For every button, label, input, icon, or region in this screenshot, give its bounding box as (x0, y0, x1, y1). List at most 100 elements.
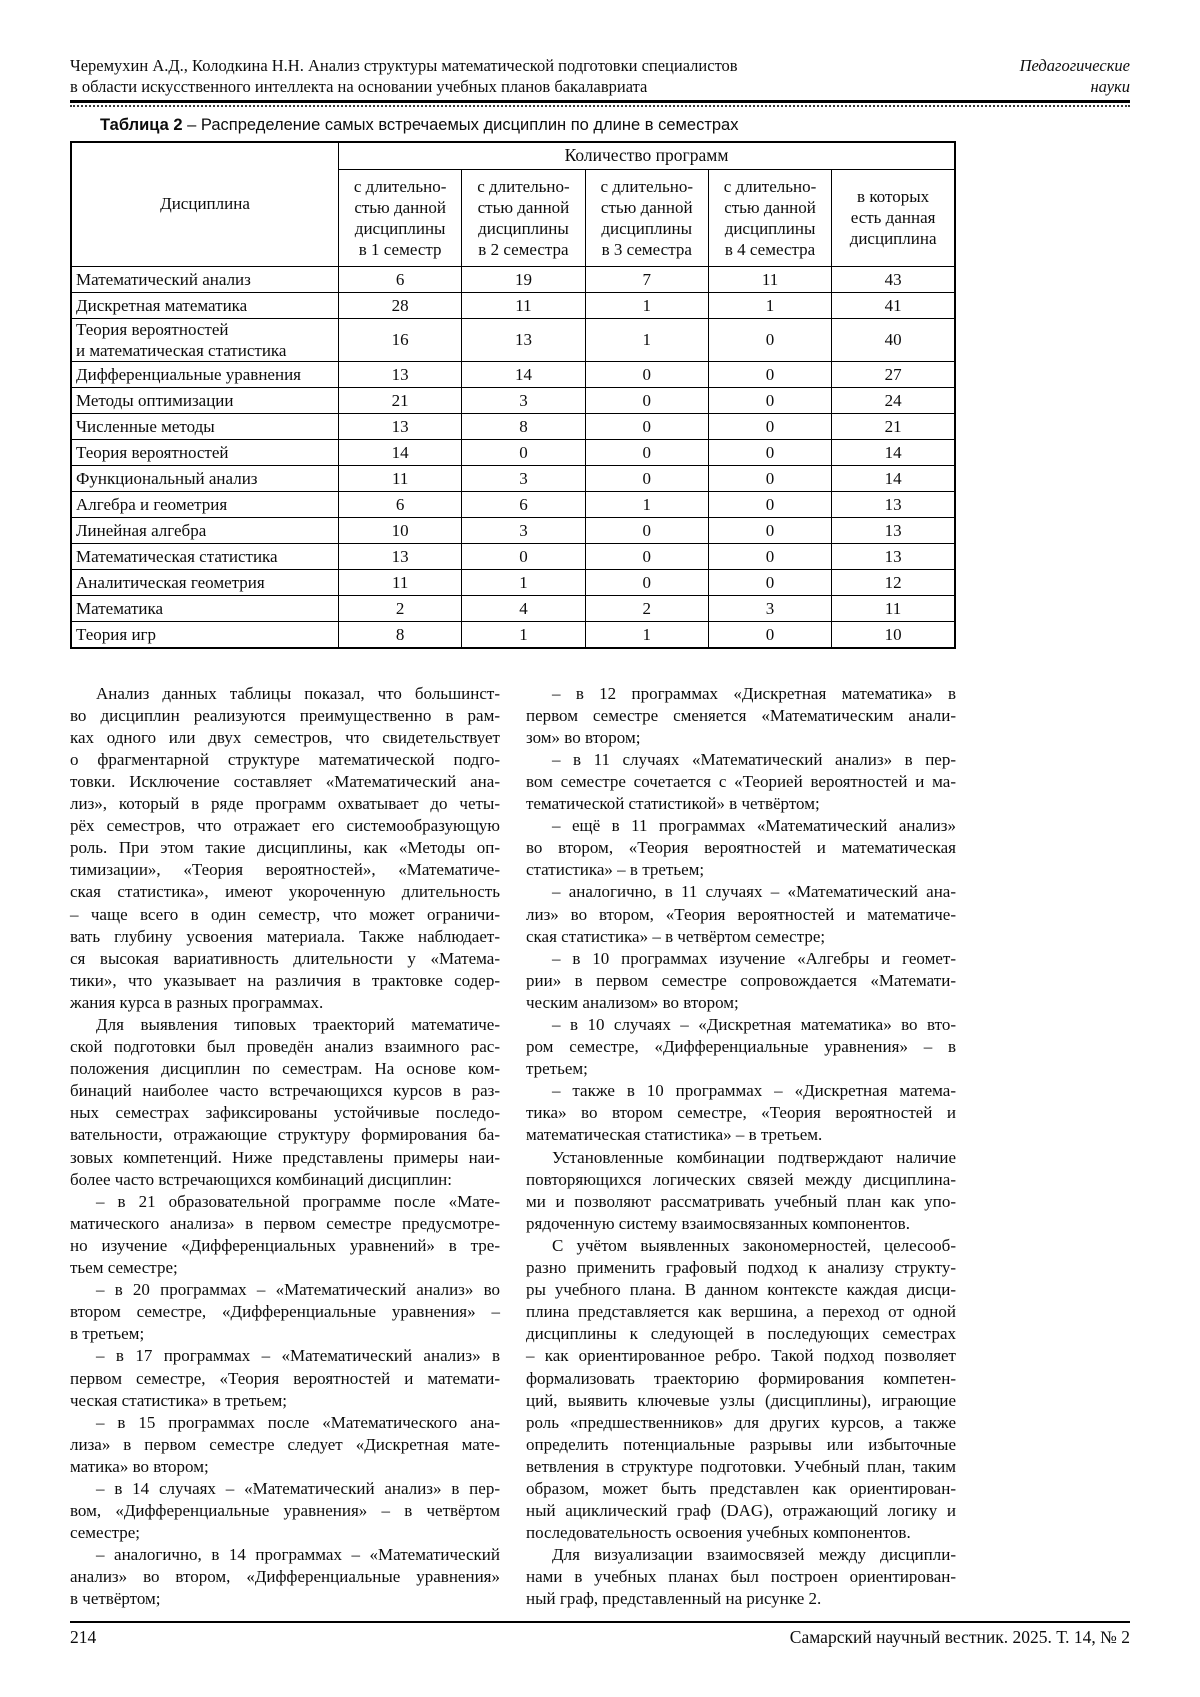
body-line: формализовать траекторию формирования ко… (526, 1368, 956, 1388)
body-line: ской подготовки был проведён анализ взаи… (70, 1037, 500, 1057)
value-cell: 11 (831, 594, 956, 622)
body-paragraph: Анализ данных таблицы показал, что больш… (70, 683, 500, 1014)
value-cell: 11 (461, 291, 586, 319)
body-line: – также в 10 программах – «Дискретная ма… (552, 1081, 956, 1101)
value-cell: 40 (831, 317, 956, 362)
section-name-line1: Педагогические (1019, 56, 1130, 75)
body-line: ром семестре, «Дифференциальные уравнени… (526, 1037, 956, 1057)
body-line: анализ» во втором, «Дифференциальные ура… (70, 1567, 500, 1587)
discipline-cell: Математическая статистика (70, 542, 339, 570)
value-cell: 0 (584, 386, 709, 414)
body-line: во дисциплин реализуются преимущественно… (70, 705, 500, 725)
discipline-cell: Теория вероятностей (70, 438, 339, 466)
body-line: ская статистика», имеют укороченную длит… (70, 882, 500, 902)
body-line: товки. Исключение составляет «Математиче… (70, 771, 500, 791)
body-line: ская статистика» – в четвёртом семестре; (526, 926, 826, 946)
value-cell: 10 (337, 516, 463, 544)
body-line: более часто встречающихся комбинаций дис… (70, 1169, 452, 1189)
section-name-line2: науки (1090, 77, 1130, 96)
value-cell: 28 (337, 291, 463, 319)
body-line: – в 11 случаях «Математический анализ» в… (552, 749, 956, 769)
body-line: повторяющихся логических связей между ди… (526, 1169, 956, 1189)
body-line: зовых компетенций. Ниже представлены при… (70, 1147, 500, 1167)
body-line: но изучение «Дифференциальных уравнений»… (70, 1235, 500, 1255)
body-line: математическая статистика» – в третьем. (526, 1125, 823, 1145)
body-line: первом семестре, «Теория вероятностей и … (70, 1368, 500, 1388)
body-line: рёх семестров, что отражает его системоо… (70, 816, 500, 836)
table-body: Математический анализ 6 19 7 11 43 Дискретная … (70, 265, 956, 649)
body-paragraph: – в 17 программах – «Математический анал… (70, 1345, 500, 1411)
body-paragraph: С учётом выявленных закономерностей, цел… (526, 1235, 956, 1544)
body-paragraph: – в 14 случаях – «Математический анализ»… (70, 1478, 500, 1544)
body-line: матика» во втором; (70, 1456, 209, 1476)
table-header-row-2: с длительно- стью данной дисциплины в 1 … (71, 168, 956, 267)
body-paragraph: – в 12 программах «Дискретная математика… (526, 683, 956, 749)
value-cell: 0 (707, 360, 833, 388)
body-line: рии» в первом семестре сопровождается «М… (526, 970, 956, 990)
header-rule-dotted (70, 104, 1130, 107)
value-cell: 41 (831, 291, 956, 319)
body-line: третьем; (526, 1059, 588, 1079)
value-cell: 0 (584, 568, 709, 596)
value-cell: 0 (707, 438, 833, 466)
subheader-semester-1: с длительно- стью данной дисциплины в 1 … (337, 168, 463, 267)
body-line: – в 15 программах после «Математического… (96, 1412, 500, 1432)
body-paragraph: – аналогично, в 14 программах – «Математ… (70, 1544, 500, 1610)
value-cell: 14 (831, 464, 956, 492)
value-cell: 1 (584, 291, 709, 319)
body-paragraph: – в 10 случаях – «Дискретная математика»… (526, 1014, 956, 1080)
body-line: С учётом выявленных закономерностей, цел… (552, 1235, 956, 1255)
value-cell: 14 (337, 438, 463, 466)
body-paragraph: – в 15 программах после «Математического… (70, 1412, 500, 1478)
value-cell: 13 (337, 412, 463, 440)
value-cell: 3 (461, 386, 586, 414)
body-paragraph: – в 10 программах изучение «Алгебры и ге… (526, 948, 956, 1014)
value-cell: 11 (707, 265, 833, 293)
discipline-cell: Математика (70, 594, 339, 622)
discipline-cell: Аналитическая геометрия (70, 568, 339, 596)
page-number: 214 (70, 1627, 97, 1648)
value-cell: 1 (584, 620, 709, 649)
value-cell: 0 (707, 464, 833, 492)
value-cell: 6 (337, 490, 463, 518)
body-line: – аналогично, в 11 случаях – «Математиче… (552, 882, 956, 902)
value-cell: 0 (461, 542, 586, 570)
body-line: лиз» во втором, «Теория вероятностей и м… (526, 904, 956, 924)
body-line: о фрагментарной структуре математической… (70, 749, 500, 769)
table-row: Теория игр 8 1 1 0 10 (70, 620, 956, 649)
value-cell: 1 (584, 490, 709, 518)
value-cell: 4 (461, 594, 586, 622)
footer-rule (70, 1620, 1130, 1624)
body-line: вательности, отражающие структуру формир… (70, 1125, 500, 1145)
discipline-cell: Функциональный анализ (70, 464, 339, 492)
value-cell: 13 (831, 542, 956, 570)
value-cell: 13 (831, 490, 956, 518)
body-line: Для визуализации взаимосвязей между дисц… (552, 1545, 956, 1565)
table-row: Математический анализ 6 19 7 11 43 (70, 265, 956, 293)
body-line: тимизации», «Теория вероятностей», «Мате… (70, 860, 500, 880)
body-line: ный ациклический граф (DAG), отражающий … (526, 1501, 956, 1521)
value-cell: 3 (461, 464, 586, 492)
body-line: ческая статистика» в третьем; (70, 1390, 288, 1410)
discipline-column-header: Дисциплина (70, 141, 339, 267)
journal-footer-line: Самарский научный вестник. 2025. Т. 14, … (789, 1627, 1130, 1648)
body-line: образом, может быть представлен как орие… (526, 1478, 956, 1498)
body-line: роль «предшественников» для других курсо… (526, 1412, 956, 1432)
value-cell: 8 (337, 620, 463, 649)
body-line: зом» во втором; (526, 727, 641, 747)
subheader-semester-4: с длительно- стью данной дисциплины в 4 … (707, 168, 833, 267)
body-line: Установленные комбинации подтверждают на… (552, 1147, 956, 1167)
value-cell: 1 (584, 317, 709, 362)
value-cell: 11 (337, 568, 463, 596)
body-line: семестре; (70, 1523, 140, 1543)
body-line: рядоченную систему взаимосвязанных компо… (526, 1213, 910, 1233)
table-row: Линейная алгебра 10 3 0 0 13 (70, 516, 956, 544)
program-count-group-header: Количество программ (338, 141, 956, 170)
discipline-cell: Математический анализ (70, 265, 339, 293)
table-row: Математическая статистика 13 0 0 0 13 (70, 542, 956, 570)
value-cell: 0 (707, 542, 833, 570)
table-row: Теория вероятностей 14 0 0 0 14 (70, 438, 956, 466)
body-paragraph: Для визуализации взаимосвязей между дисц… (526, 1544, 956, 1610)
value-cell: 6 (337, 265, 463, 293)
